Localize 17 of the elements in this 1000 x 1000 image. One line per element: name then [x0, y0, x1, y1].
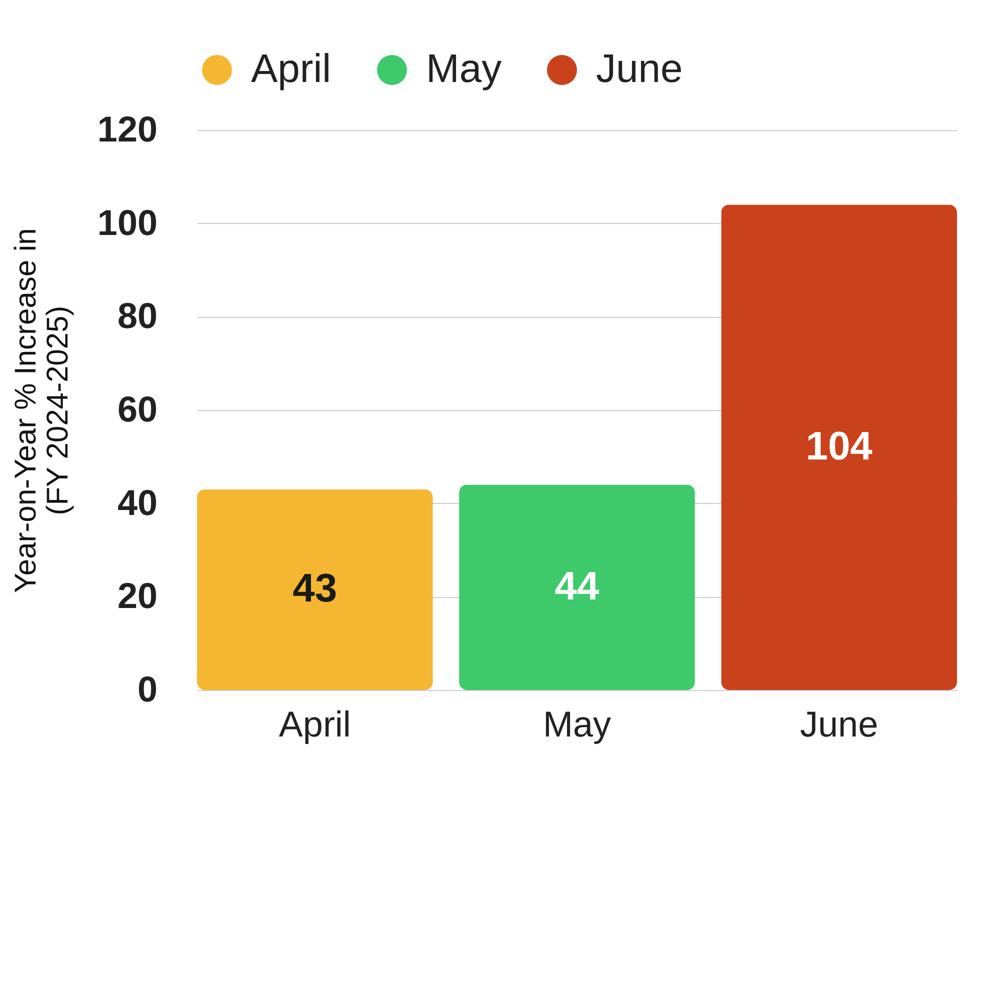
legend-label: June	[596, 47, 683, 91]
x-tick-label: June	[800, 704, 878, 744]
y-tick-label: 20	[117, 575, 158, 616]
data-label: 104	[806, 424, 874, 468]
y-tick-label: 120	[97, 108, 158, 150]
data-label: 44	[554, 564, 600, 608]
x-tick-label: May	[542, 704, 612, 744]
y-tick-label: 100	[97, 202, 158, 243]
y-tick-label: 60	[117, 388, 158, 430]
legend-label: April	[251, 47, 332, 91]
y-tick-label: 0	[137, 668, 158, 710]
y-axis-title: Year-on-Year % Increase in (FY 2024-2025)	[9, 228, 74, 593]
x-tick-label: April	[278, 704, 351, 744]
data-label: 43	[292, 566, 338, 611]
y-tick-label: 80	[117, 295, 158, 336]
legend-label: May	[426, 47, 502, 91]
y-tick-label: 40	[117, 482, 158, 523]
